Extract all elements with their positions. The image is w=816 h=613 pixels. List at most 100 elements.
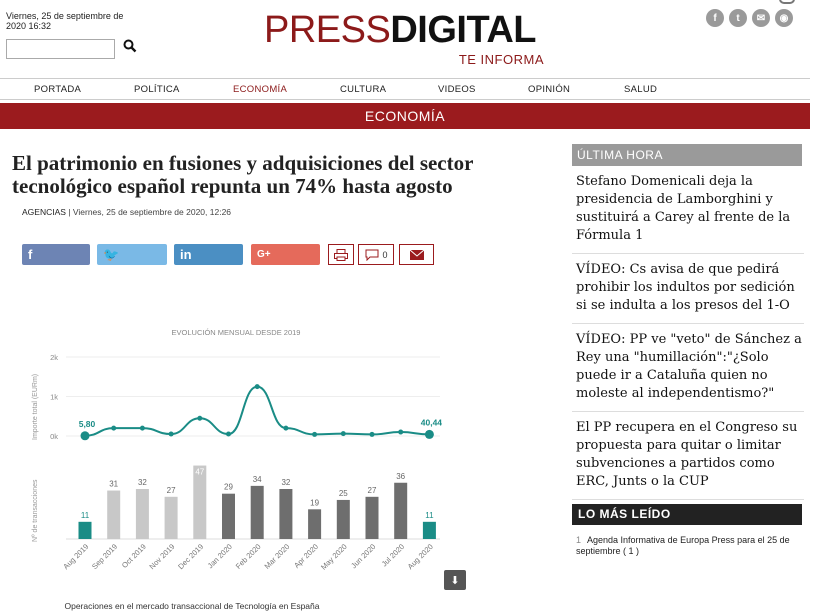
logo-tagline: TE INFORMA xyxy=(458,52,544,67)
share-googleplus-button[interactable]: G+ xyxy=(251,244,320,265)
bar-data-label: 11 xyxy=(81,511,90,520)
nav-economia[interactable]: ECONOMÍA xyxy=(233,84,288,95)
googleplus-icon: G+ xyxy=(257,249,271,260)
line-point xyxy=(139,425,145,431)
line-point xyxy=(168,431,174,437)
ultima-hora-item[interactable]: VÍDEO: Cs avisa de que pedirá prohibir l… xyxy=(572,254,804,324)
article-headline: El patrimonio en fusiones y adquisicione… xyxy=(12,151,474,198)
logo-digital: DIGITAL xyxy=(390,9,536,51)
line-point xyxy=(283,425,289,431)
sidebar: ÚLTIMA HORA Stefano Domenicali deja la p… xyxy=(572,144,804,557)
rss-icon[interactable]: ◉ xyxy=(775,9,793,27)
line-point xyxy=(197,415,203,421)
bar-data-label: 31 xyxy=(109,480,118,489)
share-twitter-button[interactable]: 🐦 xyxy=(97,244,167,265)
bar xyxy=(279,489,293,539)
x-tick-label: Oct 2019 xyxy=(120,542,148,570)
ultima-hora-item[interactable]: Stefano Domenicali deja la presidencia d… xyxy=(572,166,804,254)
line-data-label: 40,44 xyxy=(421,417,443,427)
nav-portada[interactable]: PORTADA xyxy=(34,84,82,95)
line-point xyxy=(226,431,231,437)
bar-data-label: 11 xyxy=(425,511,434,520)
print-button[interactable] xyxy=(328,244,354,265)
nav-politica[interactable]: POLÍTICA xyxy=(134,84,180,95)
x-tick-label: Apr 2020 xyxy=(292,542,320,570)
x-tick-label: Jan 2020 xyxy=(206,542,234,570)
bar xyxy=(336,499,350,539)
section-title: ECONOMÍA xyxy=(0,103,810,129)
byline-date: | Viernes, 25 de septiembre de 2020, 12:… xyxy=(65,207,232,217)
bar xyxy=(394,482,408,539)
byline-source[interactable]: AGENCIAS xyxy=(22,207,66,217)
logo-press: PRESS xyxy=(264,9,391,51)
line-axis-label: Importe total (EURm) xyxy=(32,374,39,440)
nav-cultura[interactable]: CULTURA xyxy=(340,84,387,95)
bar xyxy=(422,521,436,539)
facebook-icon[interactable]: f xyxy=(706,9,724,27)
line-point xyxy=(340,431,346,437)
comment-count: 0 xyxy=(382,249,388,260)
bar xyxy=(308,509,322,539)
facebook-icon: f xyxy=(28,247,33,262)
site-logo[interactable]: PRESSDIGITAL TE INFORMA xyxy=(264,10,544,70)
site-header: Viernes, 25 de septiembre de 2020 16:32 … xyxy=(0,0,816,78)
nav-opinion[interactable]: OPINIÓN xyxy=(528,84,571,95)
nav-salud[interactable]: SALUD xyxy=(624,84,658,95)
bar xyxy=(222,493,235,539)
share-facebook-button[interactable]: f xyxy=(22,244,90,265)
line-point xyxy=(424,429,434,439)
article-byline: AGENCIAS | Viernes, 25 de septiembre de … xyxy=(22,207,231,217)
main-nav: PORTADA POLÍTICA ECONOMÍA CULTURA VIDEOS… xyxy=(0,78,810,100)
mas-leido-item[interactable]: 1 Agenda Informativa de Europa Press para… xyxy=(572,525,804,557)
bar-data-label: 34 xyxy=(253,475,262,484)
nav-videos[interactable]: VIDEOS xyxy=(438,84,476,95)
x-tick-label: May 2020 xyxy=(319,542,349,572)
bar-data-label: 19 xyxy=(310,498,319,507)
bar-data-label: 27 xyxy=(167,486,176,495)
x-tick-label: Aug 2020 xyxy=(406,542,435,571)
x-tick-label: Sep 2019 xyxy=(90,542,119,571)
bar-data-label: 32 xyxy=(138,478,147,487)
mail-icon[interactable]: ✉ xyxy=(752,9,770,27)
bar xyxy=(107,490,121,539)
twitter-icon[interactable]: t xyxy=(729,9,747,27)
ultima-hora-item[interactable]: VÍDEO: PP ve "veto" de Sánchez a Rey una… xyxy=(572,324,804,412)
ultima-hora-title: ÚLTIMA HORA xyxy=(572,144,802,166)
x-tick-label: Aug 2019 xyxy=(61,542,90,571)
search-input[interactable] xyxy=(6,39,115,59)
current-date: Viernes, 25 de septiembre de 2020 16:32 xyxy=(6,11,123,31)
social-links: f t ✉ ◉ xyxy=(706,9,793,27)
line-point xyxy=(312,431,318,437)
line-data-label: 5,80 xyxy=(79,419,96,429)
x-tick-label: Jul 2020 xyxy=(380,542,406,568)
print-icon xyxy=(334,248,348,261)
line-point xyxy=(111,425,117,431)
user-icon[interactable] xyxy=(779,0,795,4)
bar xyxy=(193,465,207,539)
mas-leido-num: 1 xyxy=(576,535,582,545)
comment-button[interactable]: 0 xyxy=(358,244,394,265)
linkedin-icon: in xyxy=(180,247,192,262)
ultima-hora-item[interactable]: El PP recupera en el Congreso su propues… xyxy=(572,412,804,500)
chart-svg: EVOLUCIÓN MENSUAL DESDE 2019 2k 1k 0k Import… xyxy=(32,328,443,611)
line-point xyxy=(80,431,90,441)
comment-icon xyxy=(365,249,379,261)
chart-title: EVOLUCIÓN MENSUAL DESDE 2019 xyxy=(172,328,301,337)
line-tick-label: 0k xyxy=(50,432,58,441)
mas-leido-text: Agenda Informativa de Europa Press para … xyxy=(576,535,790,556)
download-icon[interactable]: ⬇ xyxy=(444,570,466,590)
x-tick-label: Mar 2020 xyxy=(263,542,292,571)
email-button[interactable] xyxy=(399,244,434,265)
line-point xyxy=(369,431,375,437)
date-line-2: 2020 16:32 xyxy=(6,21,52,31)
x-tick-label: Feb 2020 xyxy=(234,542,263,571)
mas-leido-title: LO MÁS LEÍDO xyxy=(572,504,802,525)
twitter-icon: 🐦 xyxy=(103,247,120,262)
bar-data-label: 25 xyxy=(339,489,348,498)
bar-axis-label: Nº de transacciones xyxy=(32,479,39,542)
search-icon[interactable] xyxy=(123,39,137,53)
line-tick-label: 2k xyxy=(50,353,58,362)
share-linkedin-button[interactable]: in xyxy=(174,244,243,265)
bar xyxy=(365,496,379,539)
bar-data-label: 47 xyxy=(195,468,204,477)
